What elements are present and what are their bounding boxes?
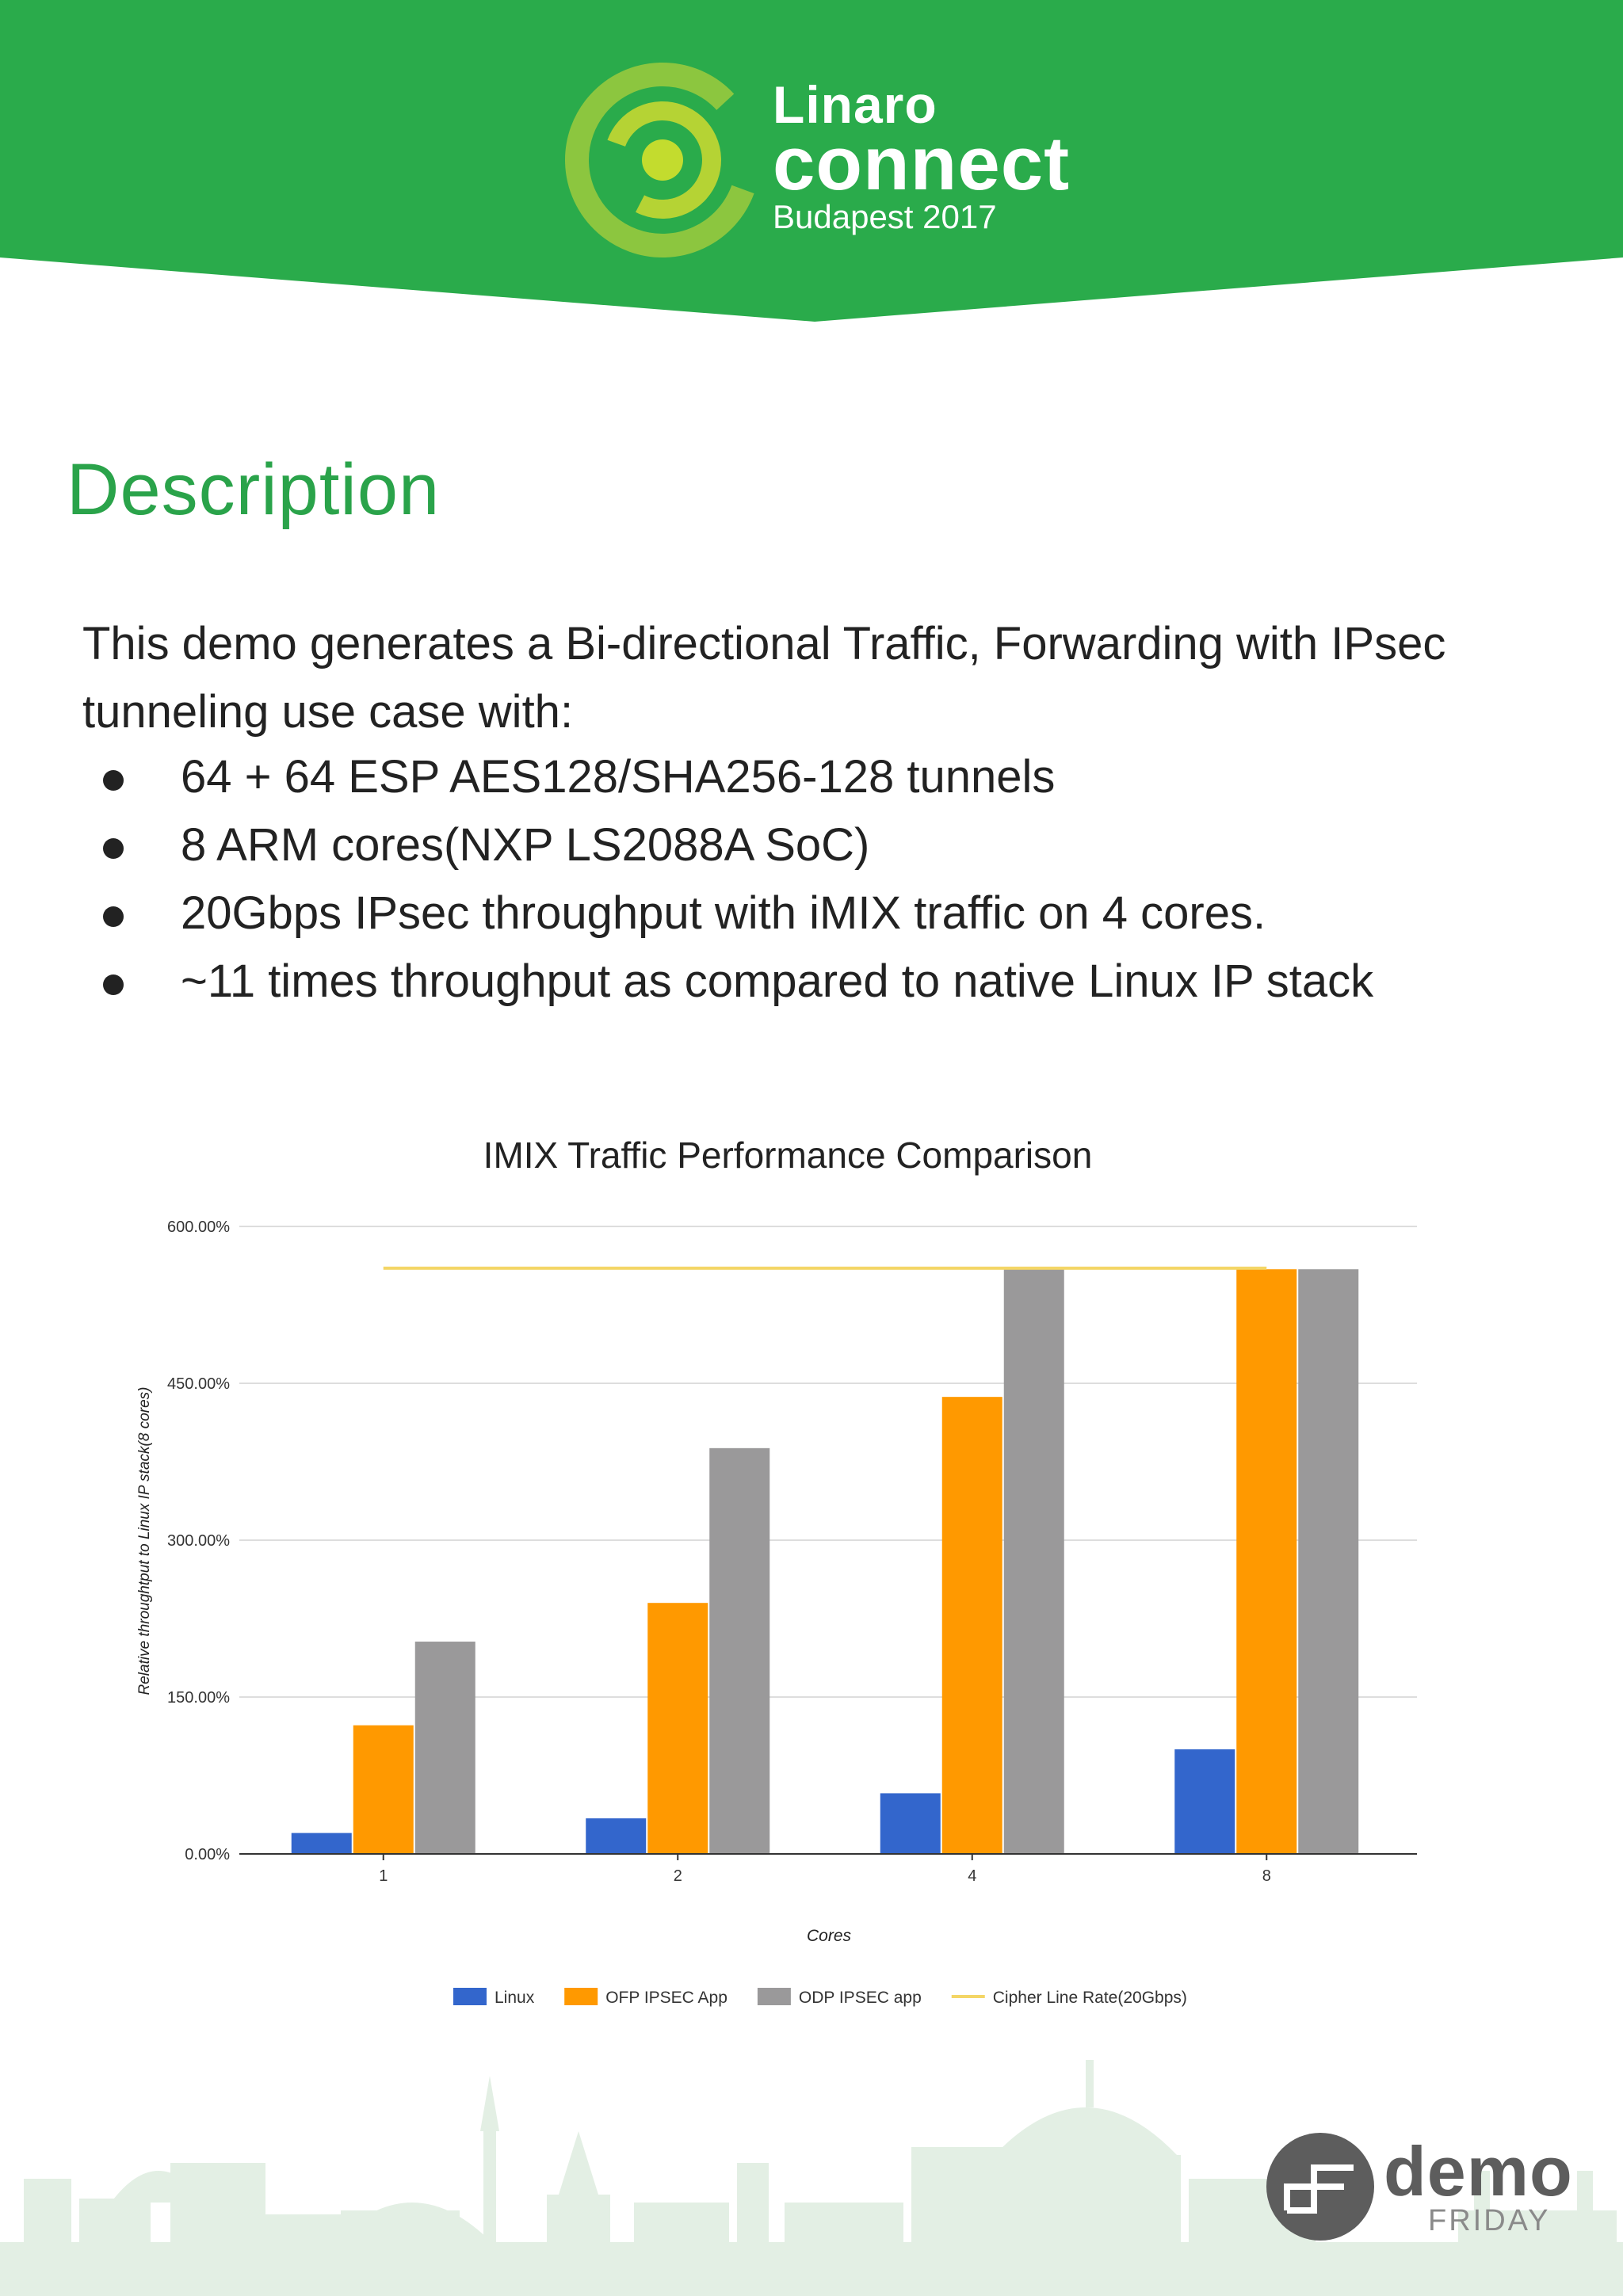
- x-axis-label: Cores: [807, 1927, 852, 1945]
- bar-linux-8: [1174, 1749, 1235, 1854]
- bullet-text: ~11 times throughput as compared to nati…: [181, 955, 1374, 1007]
- x-tick-label: 4: [968, 1867, 976, 1885]
- bar-linux-1: [291, 1833, 352, 1854]
- y-axis-ticks: 0.00% 150.00% 300.00% 450.00% 600.00%: [167, 1219, 230, 1863]
- chart-title: IMIX Traffic Performance Comparison: [483, 1135, 1093, 1176]
- performance-chart: IMIX Traffic Performance Comparison 0.00…: [136, 1135, 1417, 2007]
- bar-linux-2: [586, 1818, 647, 1854]
- legend-label: Cipher Line Rate(20Gbps): [993, 1989, 1187, 2007]
- demo-friday-badge: demo FRIDAY: [1265, 2131, 1582, 2242]
- brand-linaro: Linaro: [773, 75, 938, 134]
- chart-bars: [291, 1269, 1359, 1854]
- x-axis-ticks: 1 2 4 8: [379, 1854, 1271, 1885]
- bar-ofp-ipsec-app-2: [647, 1603, 708, 1854]
- demo-friday-logo-icon: [1266, 2133, 1374, 2241]
- bullet-dot-icon: [103, 770, 124, 791]
- bar-ofp-ipsec-app-8: [1236, 1269, 1297, 1854]
- header-band: [0, 0, 1623, 322]
- y-axis-label: Relative throughtput to Linux IP stack(8…: [136, 1387, 153, 1695]
- bullet-dot-icon: [103, 974, 124, 995]
- y-tick-label: 600.00%: [167, 1219, 230, 1236]
- demo-word: demo: [1384, 2132, 1573, 2210]
- brand-connect: connect: [773, 121, 1071, 206]
- chart-legend: Linux OFP IPSEC App ODP IPSEC app Cipher Li…: [453, 1988, 1187, 2007]
- bar-ofp-ipsec-app-1: [353, 1725, 414, 1854]
- bullet-dot-icon: [103, 906, 124, 927]
- bullet-text: 64 + 64 ESP AES128/SHA256-128 tunnels: [181, 751, 1056, 803]
- intro-text: This demo generates a Bi-directional Tra…: [82, 618, 1446, 738]
- bullet-text: 8 ARM cores(NXP LS2088A SoC): [181, 819, 870, 871]
- bullet-item: 64 + 64 ESP AES128/SHA256-128 tunnels: [82, 743, 1373, 811]
- legend-label: Linux: [495, 1989, 535, 2007]
- x-tick-label: 2: [674, 1867, 682, 1885]
- budapest-skyline-icon: [0, 2060, 1623, 2296]
- bar-linux-4: [880, 1793, 941, 1854]
- bullet-item: 8 ARM cores(NXP LS2088A SoC): [82, 811, 1373, 879]
- bar-ofp-ipsec-app-4: [941, 1397, 1002, 1854]
- bullet-item: 20Gbps IPsec throughput with iMIX traffi…: [82, 879, 1373, 948]
- bar-odp-ipsec-app-2: [709, 1447, 770, 1854]
- bar-odp-ipsec-app-8: [1298, 1269, 1359, 1854]
- header-banner: [0, 0, 1623, 322]
- bullet-text: 20Gbps IPsec throughput with iMIX traffi…: [181, 887, 1266, 939]
- legend-label: OFP IPSEC App: [605, 1989, 727, 2007]
- y-tick-label: 0.00%: [185, 1846, 230, 1863]
- bullet-list: 64 + 64 ESP AES128/SHA256-128 tunnels 8 …: [82, 743, 1373, 1016]
- legend-swatch: [757, 1988, 791, 2005]
- x-tick-label: 1: [379, 1867, 388, 1885]
- y-tick-label: 300.00%: [167, 1532, 230, 1550]
- y-tick-label: 450.00%: [167, 1375, 230, 1393]
- page-title: Description: [67, 449, 441, 530]
- y-tick-label: 150.00%: [167, 1689, 230, 1707]
- legend-label: ODP IPSEC app: [799, 1989, 922, 2007]
- bar-odp-ipsec-app-4: [1003, 1269, 1064, 1854]
- legend-swatch: [453, 1988, 487, 2005]
- demo-friday-word: FRIDAY: [1428, 2204, 1551, 2237]
- bullet-dot-icon: [103, 838, 124, 859]
- legend-swatch: [564, 1988, 598, 2005]
- brand-event-subtitle: Budapest 2017: [773, 198, 997, 235]
- bar-odp-ipsec-app-1: [414, 1642, 475, 1854]
- x-tick-label: 8: [1262, 1867, 1271, 1885]
- bullet-item: ~11 times throughput as compared to nati…: [82, 948, 1373, 1016]
